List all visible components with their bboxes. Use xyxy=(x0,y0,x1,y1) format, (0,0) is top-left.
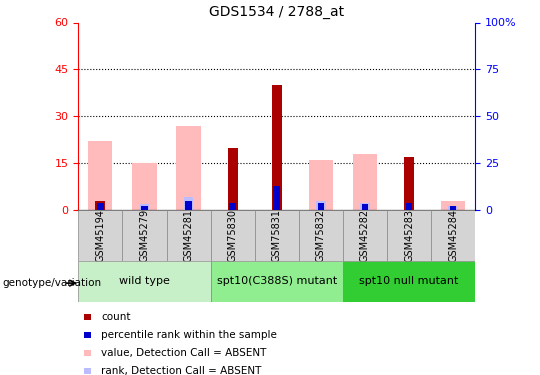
Text: GSM45279: GSM45279 xyxy=(139,209,150,262)
Bar xyxy=(343,261,475,302)
Bar xyxy=(387,210,431,261)
Bar xyxy=(343,210,387,261)
Text: GSM45284: GSM45284 xyxy=(448,209,458,262)
Text: genotype/variation: genotype/variation xyxy=(3,278,102,288)
Bar xyxy=(316,201,326,210)
Text: GSM45281: GSM45281 xyxy=(184,209,193,262)
Bar xyxy=(404,157,414,210)
Bar xyxy=(299,210,343,261)
Text: percentile rank within the sample: percentile rank within the sample xyxy=(101,330,277,340)
Title: GDS1534 / 2788_at: GDS1534 / 2788_at xyxy=(209,5,345,19)
Bar xyxy=(141,206,148,210)
Bar xyxy=(448,206,458,210)
Bar xyxy=(318,202,324,210)
Bar xyxy=(309,160,333,210)
Bar xyxy=(353,154,377,210)
Text: spt10 null mutant: spt10 null mutant xyxy=(359,276,459,286)
Bar xyxy=(272,85,281,210)
Bar xyxy=(78,261,211,302)
Text: GSM45194: GSM45194 xyxy=(96,209,105,262)
Bar xyxy=(450,206,456,210)
Bar xyxy=(255,210,299,261)
Bar xyxy=(211,261,343,302)
Bar xyxy=(211,210,255,261)
Bar xyxy=(273,186,280,210)
Bar xyxy=(406,202,413,210)
Text: GSM75831: GSM75831 xyxy=(272,209,282,262)
Bar xyxy=(184,197,193,210)
Bar xyxy=(97,202,104,210)
Bar xyxy=(441,201,465,210)
Bar xyxy=(230,202,236,210)
Bar xyxy=(362,204,368,210)
Bar xyxy=(123,210,166,261)
Text: GSM75830: GSM75830 xyxy=(228,209,238,262)
Bar xyxy=(360,202,370,210)
Bar xyxy=(132,163,157,210)
Text: count: count xyxy=(101,312,131,322)
Bar xyxy=(88,141,112,210)
Text: rank, Detection Call = ABSENT: rank, Detection Call = ABSENT xyxy=(101,366,261,375)
Bar xyxy=(96,201,105,210)
Bar xyxy=(140,204,149,210)
Bar xyxy=(78,210,123,261)
Bar xyxy=(166,210,211,261)
Text: GSM75832: GSM75832 xyxy=(316,209,326,262)
Bar xyxy=(431,210,475,261)
Bar xyxy=(185,201,192,210)
Text: GSM45283: GSM45283 xyxy=(404,209,414,262)
Bar xyxy=(96,201,105,210)
Text: value, Detection Call = ABSENT: value, Detection Call = ABSENT xyxy=(101,348,266,358)
Text: wild type: wild type xyxy=(119,276,170,286)
Text: GSM45282: GSM45282 xyxy=(360,209,370,262)
Text: spt10(C388S) mutant: spt10(C388S) mutant xyxy=(217,276,337,286)
Bar xyxy=(177,126,201,210)
Bar xyxy=(228,147,238,210)
